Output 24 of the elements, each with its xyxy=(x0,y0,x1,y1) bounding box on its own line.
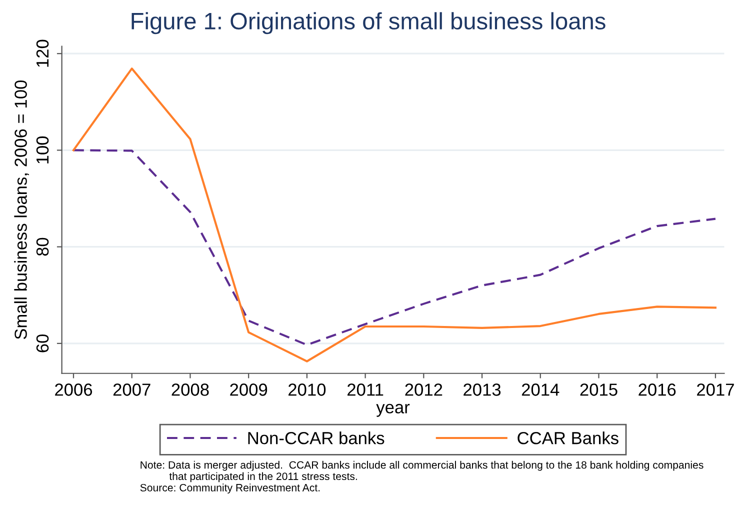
legend-label: CCAR Banks xyxy=(518,432,618,444)
x-tick-label: 2006 xyxy=(55,384,92,396)
x-tick-label: 2007 xyxy=(113,384,150,396)
x-tick-label: 2009 xyxy=(230,384,268,396)
line-series xyxy=(72,68,717,362)
x-tick-label: 2013 xyxy=(464,384,501,396)
text: Note: Data is merger adjusted. CCAR banks include all commercial banks that belong to the 18 bank holding companies that participated in the 2011 stress tests. Source: Community Reinvestment Act. xyxy=(140,460,704,494)
y-tick-label: 80 xyxy=(36,238,49,256)
x-tick-label: 2016 xyxy=(638,384,676,396)
y-tick-label: 60 xyxy=(36,334,49,352)
y-tick-label: 100 xyxy=(36,136,49,164)
line-series xyxy=(72,149,717,346)
x-tick-label: 2010 xyxy=(288,384,326,396)
legend-label: Non-CCAR banks xyxy=(248,432,384,444)
x-tick-label: 2017 xyxy=(697,384,734,396)
x-tick-label: 2014 xyxy=(522,384,560,396)
x-tick-label: 2008 xyxy=(172,384,209,396)
x-axis-title: year xyxy=(376,404,410,417)
y-axis-title: Small business loans, 2006 = 100 xyxy=(14,80,29,340)
x-tick-label: 2015 xyxy=(580,384,618,396)
x-tick-label: 2011 xyxy=(348,384,384,396)
chart-title: Figure 1: Originations of small business loans xyxy=(132,12,606,34)
y-tick-label: 120 xyxy=(36,40,49,67)
x-tick-label: 2012 xyxy=(405,384,442,396)
